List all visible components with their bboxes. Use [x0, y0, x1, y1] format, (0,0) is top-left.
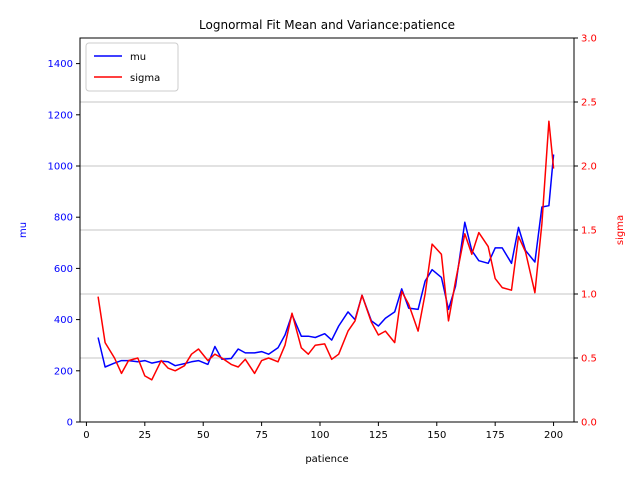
y-left-tick-label-5: 1000 [48, 162, 73, 173]
legend-sigma-label: sigma [130, 73, 160, 84]
x-tick-label-7: 175 [486, 430, 505, 441]
series-line-mu [97, 154, 555, 368]
y-left-tick-label-7: 1400 [48, 59, 73, 70]
chart-title: Lognormal Fit Mean and Variance:patience [199, 18, 455, 32]
series-lines [97, 120, 555, 381]
series-line-sigma [97, 120, 555, 381]
x-tick-label-8: 200 [544, 430, 563, 441]
y-right-tick-label-6: 3.0 [581, 34, 597, 45]
x-axis: 0 25 50 75 100 125 150 175 200 [83, 422, 563, 441]
x-tick-label-3: 75 [255, 430, 268, 441]
x-tick-label-2: 50 [197, 430, 210, 441]
y-axis-right-label: sigma [615, 215, 626, 245]
y-right-tick-label-0: 0.0 [581, 418, 597, 429]
gridlines [80, 101, 574, 359]
x-axis-label: patience [305, 454, 348, 465]
y-right-tick-label-4: 2.0 [581, 162, 597, 173]
y-axis-left-label: mu [18, 222, 29, 238]
y-left-tick-label-4: 800 [54, 213, 73, 224]
y-axis-left: 0 200 400 600 800 1000 1200 1400 [48, 59, 80, 429]
y-left-tick-label-1: 200 [54, 366, 73, 377]
y-left-tick-label-0: 0 [67, 418, 73, 429]
y-right-tick-label-5: 2.5 [581, 98, 597, 109]
y-axis-right: 0.0 0.5 1.0 1.5 2.0 2.5 3.0 [574, 34, 597, 429]
y-left-tick-label-6: 1200 [48, 110, 73, 121]
x-tick-label-5: 125 [369, 430, 388, 441]
x-tick-label-4: 100 [310, 430, 329, 441]
x-tick-label-6: 150 [427, 430, 446, 441]
y-right-tick-label-1: 0.5 [581, 354, 597, 365]
y-left-tick-label-3: 600 [54, 264, 73, 275]
legend-box [85, 42, 179, 92]
legend-mu-label: mu [130, 52, 146, 63]
legend: mu sigma [85, 42, 179, 92]
y-left-tick-label-2: 400 [54, 315, 73, 326]
y-right-tick-label-2: 1.0 [581, 290, 597, 301]
y-right-tick-label-3: 1.5 [581, 226, 597, 237]
x-tick-label-1: 25 [138, 430, 151, 441]
x-tick-label-0: 0 [83, 430, 89, 441]
